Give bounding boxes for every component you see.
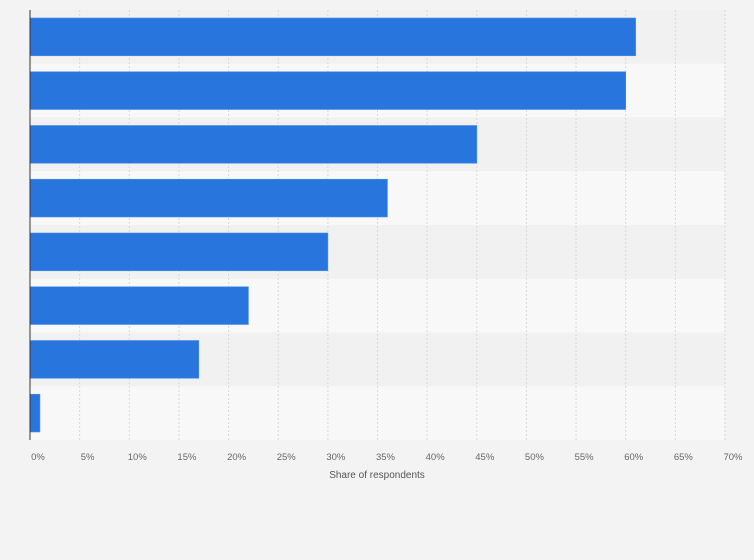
bar[interactable] (29, 340, 200, 379)
bar[interactable] (29, 125, 478, 164)
x-tick-label: 5% (81, 452, 95, 463)
x-tick-label: 0% (31, 452, 45, 463)
x-tick-label: 20% (227, 452, 247, 463)
x-tick-label: 25% (277, 452, 297, 463)
bar[interactable] (29, 17, 636, 57)
bar[interactable] (29, 393, 41, 433)
x-tick-label: 55% (575, 452, 595, 463)
x-tick-label: 70% (723, 452, 743, 463)
x-tick-label: 40% (426, 452, 446, 463)
bar[interactable] (29, 286, 249, 325)
x-axis-title: Share of respondents (329, 470, 425, 481)
x-tick-label: 30% (326, 452, 346, 463)
x-tick-label: 45% (475, 452, 495, 463)
x-tick-label: 60% (624, 452, 644, 463)
x-tick-label: 65% (674, 452, 694, 463)
bar[interactable] (29, 178, 388, 218)
x-tick-label: 50% (525, 452, 545, 463)
bar[interactable] (29, 232, 329, 272)
x-tick-label: 35% (376, 452, 396, 463)
x-tick-label: 10% (128, 452, 148, 463)
bar[interactable] (29, 71, 627, 110)
x-tick-label: 15% (177, 452, 197, 463)
